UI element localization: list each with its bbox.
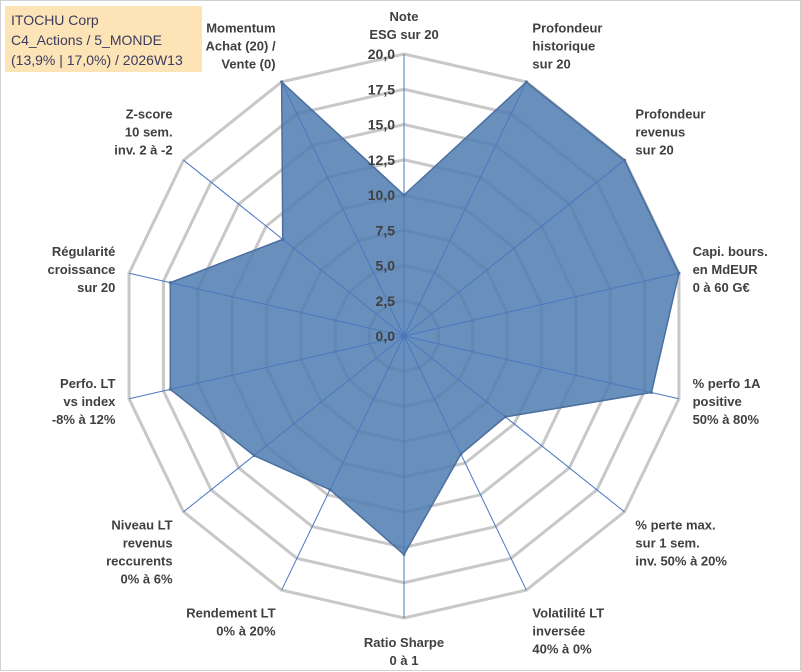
data-point — [280, 80, 284, 84]
axis-label: Perfo. LT vs index -8% à 12% — [52, 376, 116, 427]
axis-label-line: 10 sem. — [125, 124, 173, 139]
axis-label-line: Achat (20) / — [205, 38, 275, 53]
axis-label-line: 0 à 60 G€ — [693, 280, 750, 295]
axis-label-line: reccurents — [106, 554, 172, 569]
tick-label: 20,0 — [368, 46, 395, 62]
axis-label-line: Momentum — [206, 20, 275, 35]
chart-title-box: ITOCHU Corp C4_Actions / 5_MONDE (13,9% … — [5, 6, 202, 72]
axis-label-line: Volatilité LT — [532, 606, 604, 621]
data-point — [459, 452, 463, 456]
axis-label-line: revenus — [635, 124, 685, 139]
axis-label-line: sur 20 — [635, 142, 673, 157]
axis-label-line: historique — [532, 38, 595, 53]
axis-label-line: Profondeur — [635, 106, 705, 121]
radar-spokes — [128, 54, 680, 618]
data-point — [168, 281, 172, 285]
axis-label-line: 50% à 80% — [693, 412, 760, 427]
axis-label-line: sur 20 — [532, 56, 570, 71]
axis-spoke — [281, 81, 405, 337]
axis-label-line: positive — [693, 394, 742, 409]
axis-label: % perfo 1A positive 50% à 80% — [693, 376, 762, 427]
axis-spoke — [128, 335, 405, 400]
axis-label-line: inv. 2 à -2 — [114, 142, 172, 157]
axis-label-line: Vente (0) — [221, 56, 275, 71]
axis-label-line: -8% à 12% — [52, 412, 116, 427]
axis-label-line: 0 à 1 — [390, 653, 419, 668]
tick-label: 10,0 — [368, 187, 395, 203]
axis-label: Capi. bours. en MdEUR 0 à 60 G€ — [693, 244, 768, 295]
axis-spoke — [183, 335, 405, 513]
data-point — [252, 454, 256, 458]
data-point — [677, 271, 681, 275]
tick-label: 7,5 — [376, 222, 396, 238]
axis-label-line: Capi. bours. — [693, 244, 768, 259]
data-point — [168, 387, 172, 391]
tick-label: 5,0 — [376, 258, 396, 274]
axis-label-line: en MdEUR — [693, 262, 759, 277]
axis-label-line: inversée — [532, 624, 585, 639]
axis-spoke — [281, 335, 405, 591]
axis-label-line: vs index — [63, 394, 116, 409]
data-point — [402, 193, 406, 197]
company-name: ITOCHU Corp — [11, 12, 99, 28]
axis-label-line: ESG sur 20 — [369, 27, 438, 42]
axis-spoke — [403, 335, 680, 400]
axis-label-line: revenus — [123, 536, 173, 551]
portfolio-category: C4_Actions / 5_MONDE — [11, 32, 162, 48]
data-point — [402, 553, 406, 557]
axis-spoke — [403, 272, 680, 337]
axis-label-line: croissance — [47, 262, 115, 277]
axis-label: Note ESG sur 20 — [369, 9, 438, 42]
axis-label: Z-score 10 sem. inv. 2 à -2 — [114, 106, 172, 157]
data-point — [622, 158, 626, 162]
axis-label: % perte max. sur 1 sem. inv. 50% à 20% — [635, 518, 727, 569]
axis-label-line: Ratio Sharpe — [364, 635, 444, 650]
axis-label: Profondeur historique sur 20 — [532, 20, 602, 71]
tick-label: 2,5 — [376, 293, 396, 309]
axis-label: Rendement LT 0% à 20% — [186, 606, 276, 639]
axis-label-line: inv. 50% à 20% — [635, 554, 727, 569]
data-point — [281, 237, 285, 241]
tick-label: 0,0 — [376, 328, 396, 344]
data-point — [649, 390, 653, 394]
axis-label-line: Niveau LT — [111, 518, 172, 533]
axis-spoke — [403, 159, 625, 337]
axis-label-line: Rendement LT — [186, 606, 275, 621]
tick-label: 15,0 — [368, 117, 395, 133]
axis-spoke — [403, 81, 527, 337]
tick-label: 17,5 — [368, 81, 395, 97]
axis-spoke — [183, 159, 405, 337]
axis-spoke — [128, 272, 405, 337]
axis-spoke — [403, 335, 527, 591]
axis-label-line: Z-score — [126, 106, 173, 121]
axis-label-line: Note — [390, 9, 419, 24]
axis-label-line: 40% à 0% — [532, 642, 592, 657]
axis-label-line: % perfo 1A — [693, 376, 762, 391]
axis-label-line: 0% à 20% — [216, 624, 276, 639]
axis-label: Momentum Achat (20) / Vente (0) — [205, 20, 275, 71]
axis-label-line: sur 20 — [77, 280, 115, 295]
axis-label: Régularité croissance sur 20 — [47, 244, 115, 295]
axis-label-line: Profondeur — [532, 20, 602, 35]
axis-label: Profondeur revenus sur 20 — [635, 106, 705, 157]
axis-label-line: Perfo. LT — [60, 376, 115, 391]
axis-label: Volatilité LT inversée 40% à 0% — [532, 606, 604, 657]
data-point — [328, 488, 332, 492]
data-point — [524, 80, 528, 84]
axis-spoke — [403, 335, 625, 513]
axis-label: Niveau LT revenus reccurents 0% à 6% — [106, 518, 173, 587]
axis-label: Ratio Sharpe 0 à 1 — [364, 635, 444, 668]
tick-label: 12,5 — [368, 152, 395, 168]
axis-label-line: % perte max. — [635, 518, 715, 533]
axis-label-line: Régularité — [52, 244, 116, 259]
axis-label-line: sur 1 sem. — [635, 536, 699, 551]
axis-label-line: 0% à 6% — [121, 572, 173, 587]
data-point — [503, 415, 507, 419]
performance-summary: (13,9% | 17,0%) / 2026W13 — [11, 52, 183, 68]
